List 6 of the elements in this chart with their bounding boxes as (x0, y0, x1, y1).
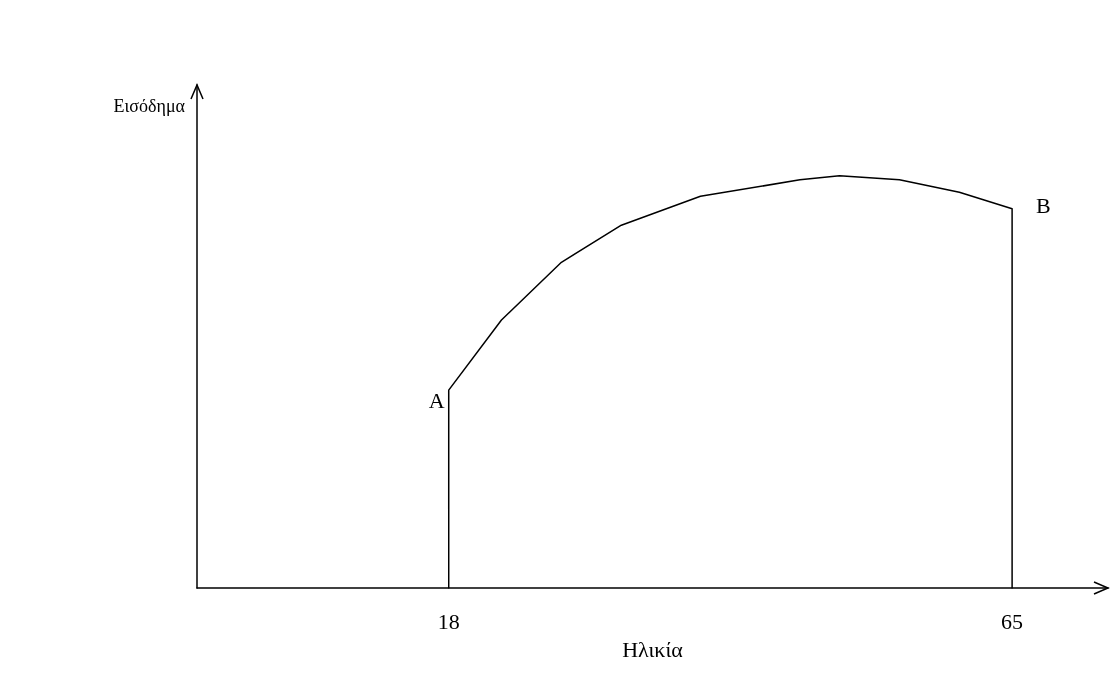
annotation: B (1036, 192, 1051, 219)
annotation: A (428, 388, 445, 415)
x-tick-label: 65 (1001, 608, 1024, 634)
y-axis-title: Εισόδημα (113, 96, 186, 116)
x-tick-label: 18 (437, 608, 460, 634)
x-axis-title: Ηλικία (622, 636, 684, 662)
